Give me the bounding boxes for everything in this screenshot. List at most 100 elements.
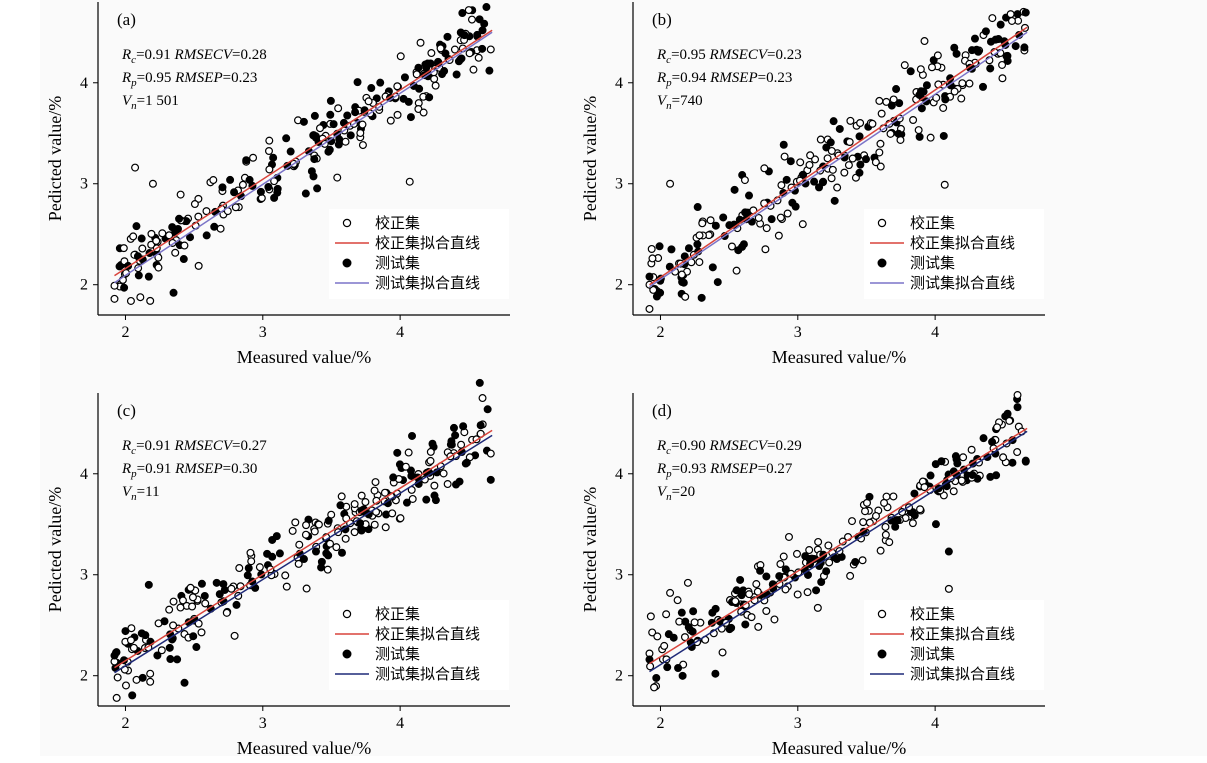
y-axis-title: Pedicted value/% bbox=[580, 487, 600, 612]
test-point bbox=[389, 473, 398, 482]
calibration-point bbox=[358, 141, 367, 150]
calibration-point bbox=[958, 79, 967, 88]
calibration-point bbox=[776, 213, 785, 222]
calibration-point bbox=[401, 462, 410, 471]
test-point bbox=[1020, 43, 1029, 52]
test-point bbox=[485, 66, 494, 75]
test-point bbox=[120, 283, 129, 292]
test-point bbox=[693, 203, 702, 212]
test-point bbox=[137, 629, 146, 638]
calibration-point bbox=[222, 608, 231, 617]
calibration-point bbox=[814, 537, 823, 546]
test-point bbox=[309, 131, 318, 140]
test-point bbox=[459, 422, 468, 431]
test-point bbox=[230, 188, 239, 197]
test-point bbox=[727, 623, 736, 632]
test-point bbox=[745, 191, 754, 200]
calibration-point bbox=[754, 622, 763, 631]
calibration-point bbox=[176, 190, 185, 199]
calibration-point bbox=[209, 176, 218, 185]
calibration-point bbox=[404, 448, 413, 457]
test-point bbox=[799, 170, 808, 179]
calibration-point bbox=[727, 242, 736, 251]
calibration-point bbox=[927, 63, 936, 72]
calibration-point bbox=[310, 527, 319, 536]
calibration-point bbox=[314, 520, 323, 529]
calibration-point bbox=[732, 266, 741, 275]
test-point bbox=[767, 215, 776, 224]
calibration-point bbox=[154, 263, 163, 272]
test-point bbox=[215, 590, 224, 599]
legend-test-symbol bbox=[877, 649, 887, 659]
test-point bbox=[310, 111, 319, 120]
test-point bbox=[667, 245, 676, 254]
test-point bbox=[895, 99, 904, 108]
calibration-point bbox=[131, 163, 140, 172]
test-point bbox=[192, 643, 201, 652]
y-tick-label: 3 bbox=[615, 176, 623, 193]
test-point bbox=[697, 293, 706, 302]
legend-calibration-fit-label: 校正集拟合直线 bbox=[910, 234, 1015, 252]
calibration-point bbox=[186, 583, 195, 592]
calibration-point bbox=[380, 488, 389, 497]
calibration-point bbox=[288, 526, 297, 535]
test-point bbox=[212, 578, 221, 587]
test-point bbox=[689, 607, 698, 616]
calibration-point bbox=[129, 643, 138, 652]
test-point bbox=[458, 9, 467, 18]
calibration-point bbox=[247, 557, 256, 566]
calibration-point bbox=[190, 200, 199, 209]
test-point bbox=[1008, 458, 1017, 467]
test-point bbox=[478, 26, 487, 35]
test-point bbox=[832, 554, 841, 563]
test-point bbox=[1013, 403, 1022, 412]
calibration-fit-line bbox=[114, 429, 493, 669]
test-point bbox=[440, 67, 449, 76]
calibration-point bbox=[745, 590, 754, 599]
test-point bbox=[892, 516, 901, 525]
calibration-point bbox=[439, 469, 448, 478]
calibration-point bbox=[467, 15, 476, 24]
calibration-point bbox=[770, 615, 779, 624]
test-point bbox=[944, 547, 953, 556]
calibration-point bbox=[916, 65, 925, 74]
legend-test-fit-label: 测试集拟合直线 bbox=[910, 665, 1015, 683]
x-tick-label: 3 bbox=[794, 324, 802, 341]
calibration-point bbox=[302, 584, 311, 593]
test-point bbox=[446, 440, 455, 449]
calibration-point bbox=[323, 565, 332, 574]
calibration-point bbox=[673, 596, 682, 605]
calibration-point bbox=[926, 133, 935, 142]
test-point bbox=[160, 617, 169, 626]
calibration-point bbox=[396, 514, 405, 523]
calibration-point bbox=[827, 146, 836, 155]
calibration-point bbox=[681, 292, 690, 301]
test-point bbox=[781, 565, 790, 574]
test-point bbox=[476, 421, 485, 430]
x-tick-label: 4 bbox=[396, 324, 404, 341]
calibration-point bbox=[230, 631, 239, 640]
calibration-point bbox=[780, 152, 789, 161]
calibration-point bbox=[845, 137, 854, 146]
test-point bbox=[326, 96, 335, 105]
calibration-point bbox=[803, 588, 812, 597]
test-point bbox=[408, 431, 417, 440]
calibration-point bbox=[885, 538, 894, 547]
test-point bbox=[486, 475, 495, 484]
calibration-point bbox=[792, 549, 801, 558]
calibration-point bbox=[146, 296, 155, 305]
calibration-point bbox=[706, 216, 715, 225]
test-point bbox=[684, 244, 693, 253]
test-point bbox=[732, 586, 741, 595]
test-point bbox=[153, 651, 162, 660]
calibration-point bbox=[875, 96, 884, 105]
test-fit-line bbox=[649, 31, 1028, 288]
x-axis-title: Measured value/% bbox=[237, 347, 371, 367]
calibration-point bbox=[949, 487, 958, 496]
calibration-point bbox=[939, 103, 948, 112]
calibration-point bbox=[783, 209, 792, 218]
calibration-point bbox=[876, 139, 885, 148]
test-point bbox=[351, 108, 360, 117]
test-point bbox=[812, 586, 821, 595]
